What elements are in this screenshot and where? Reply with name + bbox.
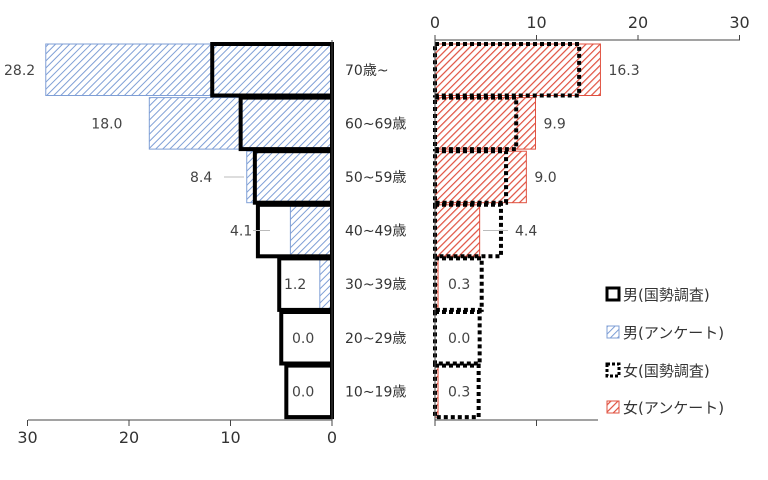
data-label-male: 18.0 xyxy=(91,116,122,132)
bar-male-survey xyxy=(289,204,333,257)
category-label: 50~59歳 xyxy=(345,170,406,186)
right-axis-tick-label: 0 xyxy=(430,13,440,32)
legend-label: 女(国勢調査) xyxy=(623,362,710,380)
legend-label: 男(アンケート) xyxy=(623,324,724,342)
bar-female-survey xyxy=(434,97,536,150)
data-label-female: 0.0 xyxy=(448,331,470,347)
data-label-male: 0.0 xyxy=(292,331,314,347)
category-label: 70歳~ xyxy=(345,63,389,79)
right-axis-tick-label: 10 xyxy=(526,13,546,32)
data-label-male: 0.0 xyxy=(292,384,314,400)
legend-swatch xyxy=(605,362,621,378)
data-label-female: 9.9 xyxy=(543,116,565,132)
bar-female-survey xyxy=(434,204,481,257)
data-label-female: 4.4 xyxy=(515,224,537,240)
data-label-male: 4.1 xyxy=(230,224,252,240)
bar-female-survey xyxy=(434,150,527,204)
legend-label: 女(アンケート) xyxy=(623,399,724,417)
bar-female-census xyxy=(433,310,482,366)
data-label-female: 16.3 xyxy=(608,63,639,79)
category-label: 40~49歳 xyxy=(345,224,406,240)
data-label-female: 0.3 xyxy=(448,384,470,400)
right-axis-tick-label: 30 xyxy=(729,13,749,32)
left-axis-tick-label: 30 xyxy=(17,428,37,447)
bar-female-survey xyxy=(434,43,601,96)
data-label-female: 9.0 xyxy=(534,170,556,186)
bar-male-survey xyxy=(246,150,333,204)
data-label-male: 28.2 xyxy=(4,63,35,79)
left-axis-tick-label: 20 xyxy=(119,428,139,447)
category-label: 20~29歳 xyxy=(345,331,406,347)
right-axis-tick-label: 20 xyxy=(628,13,648,32)
category-label: 10~19歳 xyxy=(345,384,406,400)
data-label-female: 0.3 xyxy=(448,277,470,293)
legend-label: 男(国勢調査) xyxy=(623,286,710,304)
left-axis-tick-label: 10 xyxy=(220,428,240,447)
category-label: 60~69歳 xyxy=(345,116,406,132)
legend-swatch xyxy=(606,400,620,414)
data-label-male: 1.2 xyxy=(284,277,306,293)
category-label: 30~39歳 xyxy=(345,277,406,293)
data-label-male: 8.4 xyxy=(190,170,212,186)
legend-swatch xyxy=(606,325,620,339)
legend-swatch xyxy=(605,286,621,302)
bar-male-survey xyxy=(45,43,333,96)
left-axis-tick-label: 0 xyxy=(327,428,337,447)
